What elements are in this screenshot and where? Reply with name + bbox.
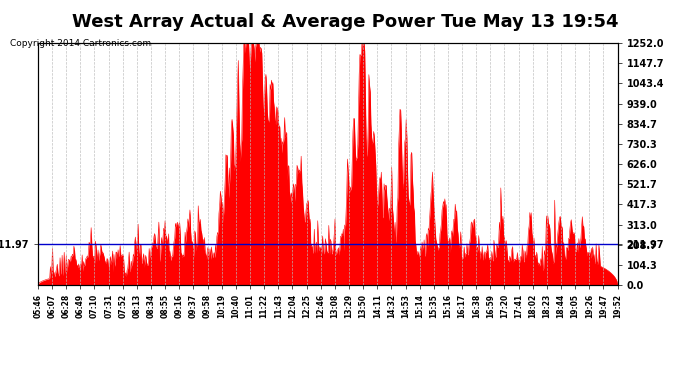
Text: West Array Actual & Average Power Tue May 13 19:54: West Array Actual & Average Power Tue Ma… bbox=[72, 13, 618, 31]
Text: Copyright 2014 Cartronics.com: Copyright 2014 Cartronics.com bbox=[10, 39, 152, 48]
